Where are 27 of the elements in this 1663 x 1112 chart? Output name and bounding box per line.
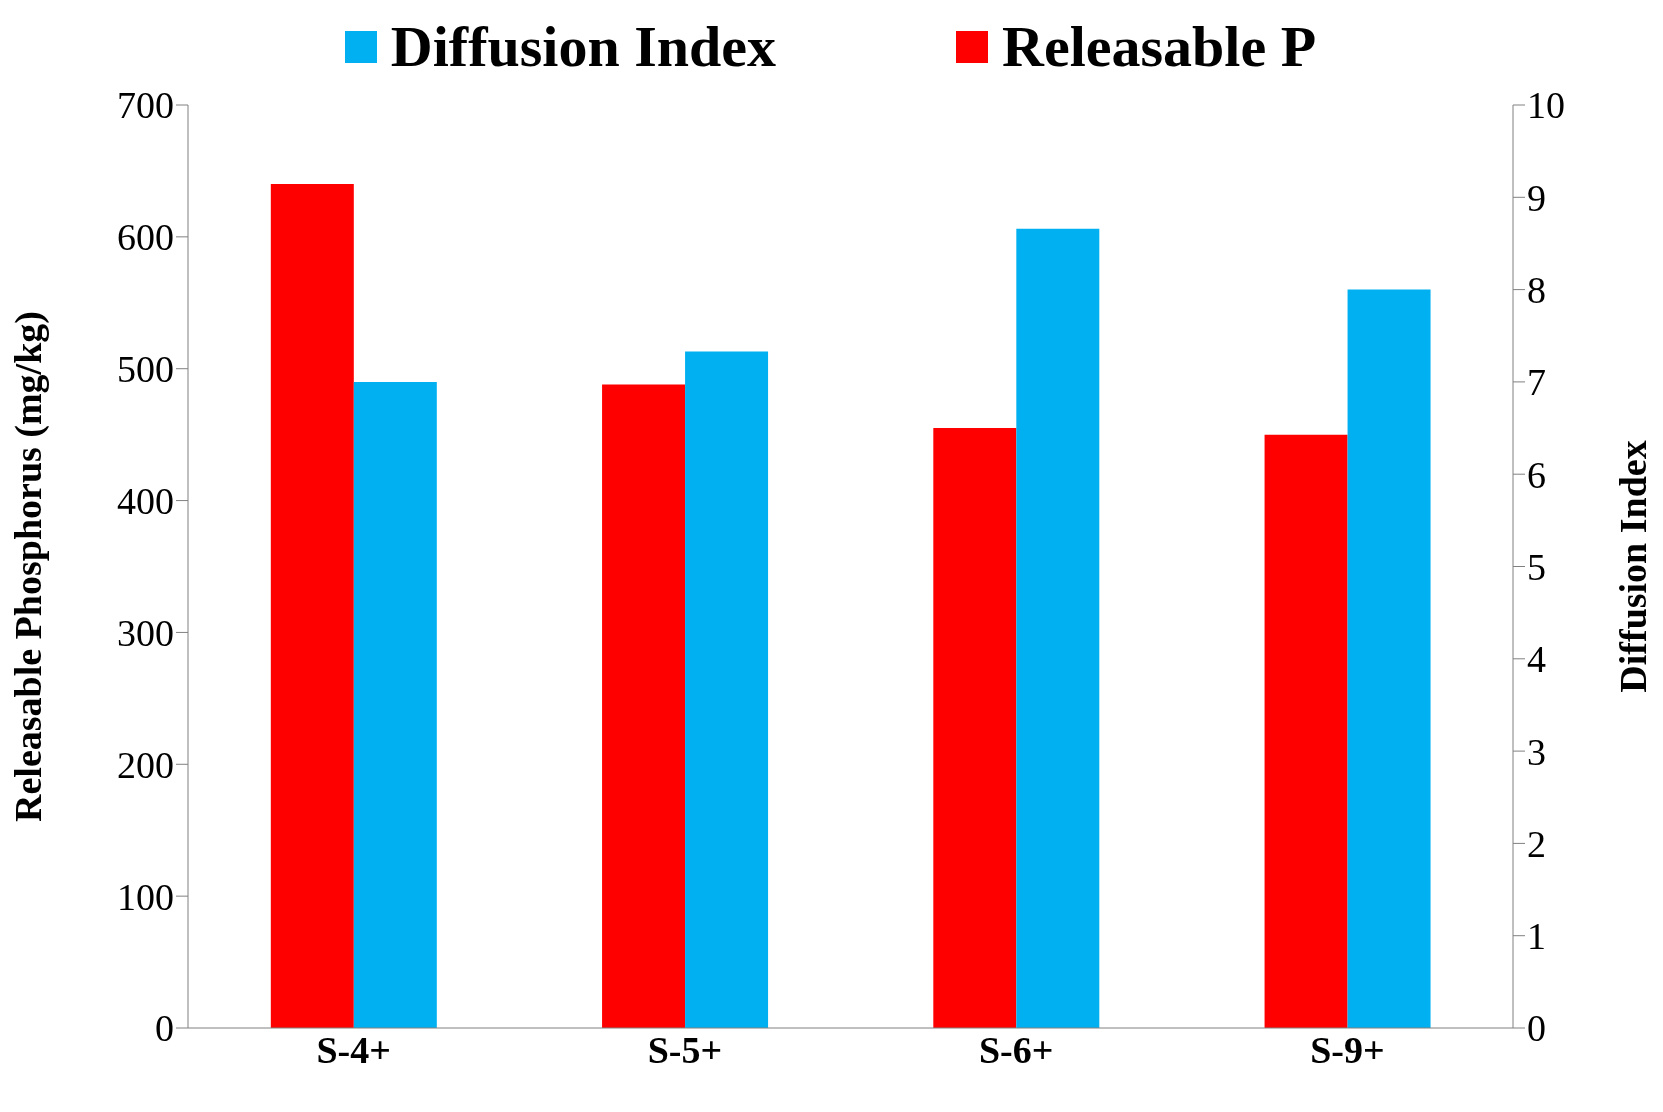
y-tick-label: 300 xyxy=(117,611,174,654)
y2-tick-label: 6 xyxy=(1527,453,1546,496)
y-tick-label: 600 xyxy=(117,216,174,259)
y-tick-label: 500 xyxy=(117,348,174,391)
legend-label: Diffusion Index xyxy=(390,13,777,80)
x-tick-label: S-4+ xyxy=(316,1028,391,1071)
y-tick-label: 200 xyxy=(117,743,174,786)
y-tick-label: 700 xyxy=(117,84,174,127)
x-tick-label: S-6+ xyxy=(978,1028,1054,1071)
y-tick-label: 400 xyxy=(117,480,174,523)
y2-tick-label: 5 xyxy=(1527,545,1546,588)
x-tick-label: S-5+ xyxy=(647,1028,723,1071)
y2-tick-label: 4 xyxy=(1527,638,1546,681)
y2-tick-label: 3 xyxy=(1527,730,1546,773)
y2-tick-label: 2 xyxy=(1527,822,1546,865)
y2-tick-label: 1 xyxy=(1527,915,1546,958)
y-tick-label: 0 xyxy=(155,1007,174,1050)
y2-axis-title: Diffusion Index xyxy=(1612,440,1655,693)
y2-tick-label: 10 xyxy=(1527,84,1565,127)
y2-tick-label: 7 xyxy=(1527,361,1546,404)
y2-tick-label: 8 xyxy=(1527,269,1546,312)
x-tick-label: S-9+ xyxy=(1310,1028,1385,1071)
legend-label: Releasable P xyxy=(1002,13,1317,80)
y-tick-label: 100 xyxy=(117,875,174,918)
y2-tick-label: 0 xyxy=(1527,1007,1546,1050)
y-axis-title: Releasable Phosphorus (mg/kg) xyxy=(7,311,51,822)
y2-tick-label: 9 xyxy=(1527,176,1546,219)
